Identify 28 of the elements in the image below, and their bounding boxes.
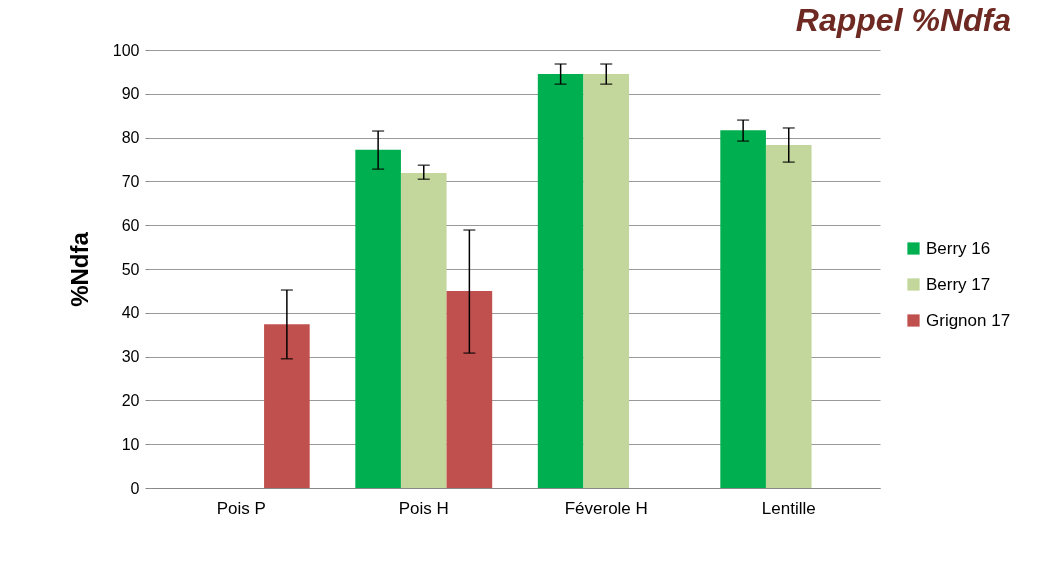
x-tick-label: Féverole H xyxy=(564,498,648,518)
y-tick-label: 60 xyxy=(121,216,140,234)
y-tick-label: 20 xyxy=(121,391,140,409)
bar xyxy=(537,74,584,488)
chart-title: Rappel %Ndfa xyxy=(795,2,1011,38)
bar xyxy=(583,74,630,488)
legend-label: Berry 17 xyxy=(926,274,991,294)
y-tick-label: 30 xyxy=(121,348,140,366)
bar xyxy=(720,130,766,488)
y-tick-label: 80 xyxy=(121,129,140,147)
bar xyxy=(355,149,401,488)
y-tick-label: 100 xyxy=(112,41,140,59)
bar xyxy=(264,324,310,488)
legend-label: Berry 16 xyxy=(926,238,991,258)
y-tick-label: 70 xyxy=(121,172,140,190)
x-tick-label: Pois P xyxy=(216,498,266,518)
legend-label: Grignon 17 xyxy=(926,310,1011,330)
y-tick-label: 0 xyxy=(130,479,140,497)
y-tick-label: 40 xyxy=(121,304,140,322)
bar xyxy=(400,173,447,488)
bar xyxy=(446,290,493,488)
y-tick-label: 50 xyxy=(121,260,140,278)
y-tick-label: 10 xyxy=(121,435,140,453)
bar xyxy=(765,145,812,488)
y-axis-title: %Ndfa xyxy=(65,231,93,307)
x-tick-label: Pois H xyxy=(398,498,449,518)
y-tick-label: 90 xyxy=(121,85,140,103)
x-tick-label: Lentille xyxy=(761,498,816,518)
